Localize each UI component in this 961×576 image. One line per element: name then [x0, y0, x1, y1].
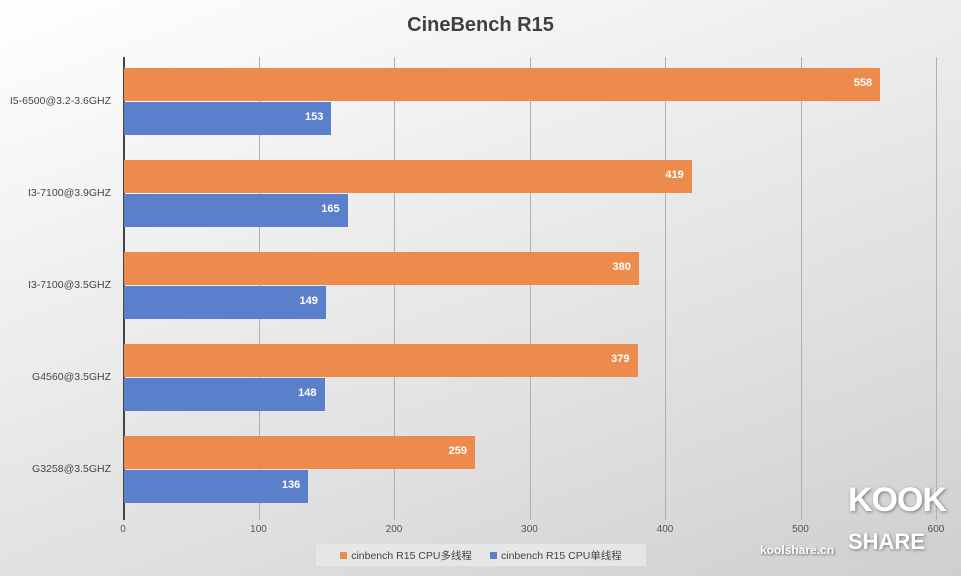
data-label: 165 — [321, 203, 340, 215]
data-label: 259 — [448, 445, 467, 457]
gridline — [394, 57, 395, 520]
bar: 419 — [124, 160, 692, 193]
bar: 149 — [124, 286, 326, 319]
data-label: 419 — [665, 169, 684, 181]
gridline — [529, 57, 531, 520]
plot-area: 558 153 419 165 380 149 379 148 259 136 — [123, 57, 938, 520]
data-label: 380 — [612, 261, 631, 273]
logo-top: KOOK — [848, 481, 947, 519]
category-label: G3258@3.5GHZ — [32, 463, 111, 475]
bar: 165 — [124, 194, 348, 227]
bar: 259 — [124, 436, 475, 469]
logo-bottom: SHARE — [848, 529, 926, 554]
watermark-url: koolshare.cn — [760, 543, 835, 557]
x-tick: 600 — [927, 524, 945, 535]
x-tick: 100 — [250, 524, 267, 535]
data-label: 379 — [611, 353, 630, 365]
bar: 153 — [124, 102, 332, 135]
gridline — [936, 57, 937, 520]
x-tick: 0 — [120, 524, 126, 535]
data-label: 558 — [853, 77, 873, 89]
x-tick: 200 — [385, 524, 403, 535]
data-label: 148 — [298, 387, 317, 399]
legend-item-multi: cinbench R15 CPU多线程 — [340, 548, 472, 563]
x-tick: 400 — [656, 524, 674, 535]
bar: 148 — [124, 378, 325, 411]
category-label: I3-7100@3.5GHZ — [27, 279, 111, 291]
data-label: 136 — [281, 479, 301, 491]
chart-title: CineBench R15 — [407, 14, 554, 36]
bar: 558 — [124, 68, 881, 101]
gridline — [665, 57, 666, 520]
gridline — [800, 57, 802, 520]
bar: 136 — [124, 470, 309, 503]
category-label: G4560@3.5GHZ — [32, 371, 111, 383]
x-tick: 500 — [792, 524, 809, 535]
bar: 379 — [124, 344, 638, 377]
bar: 380 — [124, 252, 639, 285]
watermark-logo: KOOK SHARE — [848, 481, 947, 554]
category-label: I3-7100@3.9GHZ — [27, 187, 111, 199]
legend-label: cinbench R15 CPU多线程 — [351, 549, 472, 562]
legend-swatch-blue — [490, 551, 497, 559]
x-tick: 300 — [521, 524, 538, 535]
legend-swatch-orange — [340, 551, 348, 559]
legend-label: cinbench R15 CPU单线程 — [501, 549, 622, 562]
legend: cinbench R15 CPU多线程 cinbench R15 CPU单线程 — [316, 544, 646, 566]
legend-item-single: cinbench R15 CPU单线程 — [490, 548, 622, 563]
data-label: 149 — [299, 295, 318, 307]
category-label: I5-6500@3.2-3.6GHZ — [9, 95, 111, 107]
data-label: 153 — [304, 111, 324, 123]
